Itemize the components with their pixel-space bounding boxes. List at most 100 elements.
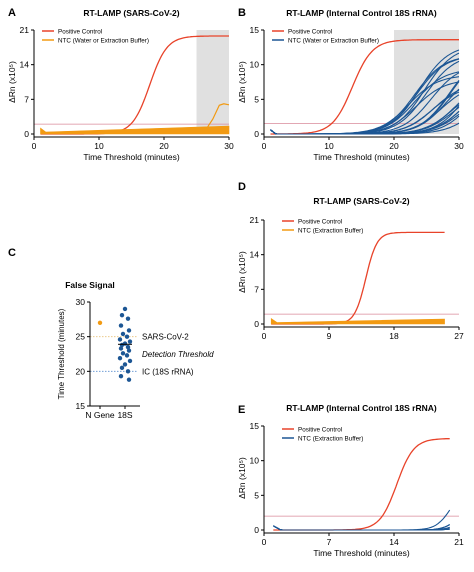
y-tick-label: 0 [254,319,259,329]
x-axis-label: Time Threshold (minutes) [313,548,410,558]
y-tick-label: 30 [76,297,86,307]
x-tick-label: 10 [324,141,334,151]
x-tick-label: 30 [454,141,464,151]
data-point-n-gene [97,320,103,325]
y-tick-label: 14 [20,60,30,70]
data-point-18s [126,328,132,333]
y-tick-label: 21 [20,25,30,35]
panel-letter-b: B [238,7,246,19]
legend-label: NTC (Water or Extraction Buffer) [288,38,379,45]
panel-letter-d: D [238,181,246,193]
series-line-ntc [273,509,451,531]
y-tick-label: 5 [254,94,259,104]
panel-c-chart: False Signal SARS-CoV-2 IC (18S rRNA) Detec… [57,280,214,420]
y-tick-label: 10 [250,60,260,70]
x-axis-label: Time Threshold (minutes) [83,152,180,162]
y-axis-label: Time Threshold (minutes) [57,308,66,399]
y-tick-label: 20 [76,366,86,376]
x-tick-label: 20 [389,141,399,151]
data-point-18s [118,346,124,351]
y-tick-label: 10 [250,456,260,466]
x-tick-label: 20 [159,141,169,151]
series-line-ntc-late [199,103,230,134]
series-line-positive-control [271,231,445,325]
y-axis-label: ΔRn (x10⁵) [237,61,247,103]
panel-letter-c: C [8,247,16,259]
x-tick-label: 27 [454,331,464,341]
x-tick-label: 10 [94,141,104,151]
chart-title: RT-LAMP (Internal Control 18S rRNA) [286,8,437,18]
y-tick-label: 15 [76,401,86,411]
x-tick-label: 0 [262,331,267,341]
series-line-positive-control [270,39,459,135]
data-point-18s [127,358,133,364]
x-tick-label: 0 [262,141,267,151]
data-point-18s [120,351,126,356]
threshold-label: IC (18S rRNA) [142,367,194,376]
series-line-ntc [270,106,460,135]
panel-d-chart: RT-LAMP (SARS-CoV-2) 0 7 14 21 0 9 18 27 ΔRn (x10… [237,196,464,341]
series-line-ntc [273,525,450,531]
x-tick-label: 9 [327,331,332,341]
chart-title: False Signal [65,280,115,290]
data-point-18s [122,362,128,367]
data-point-18s [119,312,125,318]
legend-label: Positive Control [58,29,102,36]
chart-title: RT-LAMP (SARS-CoV-2) [83,8,179,18]
x-tick-label: N Gene [85,410,115,420]
x-tick-label: 14 [389,537,399,547]
data-point-18s [117,337,123,342]
threshold-label: SARS-CoV-2 [142,333,189,342]
data-point-18s [122,306,128,312]
x-tick-label: 30 [224,141,234,151]
data-point-18s [124,334,130,339]
data-point-18s [124,353,130,358]
y-tick-label: 14 [250,250,260,260]
x-tick-label: 21 [454,537,464,547]
data-point-18s [120,331,126,337]
y-tick-label: 25 [76,332,86,342]
data-point-18s [126,377,132,382]
data-point-18s [118,323,124,328]
data-point-18s [118,373,124,379]
detection-threshold-annotation: Detection Threshold [142,350,214,359]
x-axis-label: Time Threshold (minutes) [313,152,410,162]
panel-letter-a: A [8,7,16,19]
panel-b-chart: RT-LAMP (Internal Control 18S rRNA) 0 5 10 1… [237,8,464,162]
series-band-ntc [40,125,230,135]
data-point-18s [125,344,131,350]
y-tick-label: 0 [254,129,259,139]
y-axis-label: ΔRn (x10⁵) [7,61,17,103]
legend-label: Positive Control [298,427,342,434]
y-tick-label: 0 [24,129,29,139]
legend-label: NTC (Extraction Buffer) [298,228,363,235]
y-tick-label: 7 [254,284,259,294]
y-tick-label: 7 [24,94,29,104]
data-point-18s [126,348,132,353]
x-tick-label: 0 [32,141,37,151]
y-tick-label: 5 [254,490,259,500]
y-axis-label: ΔRn (x10⁵) [237,457,247,499]
legend-label: NTC (Extraction Buffer) [298,436,363,443]
y-tick-label: 15 [250,25,260,35]
y-tick-label: 15 [250,421,260,431]
chart-title: RT-LAMP (SARS-CoV-2) [313,196,409,206]
x-tick-label: 0 [262,537,267,547]
data-point-18s [119,365,125,371]
chart-title: RT-LAMP (Internal Control 18S rRNA) [286,403,437,413]
legend-label: Positive Control [288,29,332,36]
x-tick-label: 7 [327,537,332,547]
panel-e-chart: RT-LAMP (Internal Control 18S rRNA) 0 5 10 1… [237,403,464,558]
data-point-18s [125,369,131,374]
panel-letter-e: E [238,404,245,416]
x-tick-label: 18 [389,331,399,341]
y-axis-label: ΔRn (x10⁵) [237,251,247,293]
legend-label: Positive Control [298,219,342,226]
data-point-18s [125,316,131,321]
panel-a-chart: RT-LAMP (SARS-CoV-2) 0 7 14 21 0 10 20 30 Time Th… [7,8,234,162]
shaded-region [196,30,229,134]
data-point-18s [127,339,133,344]
data-point-18s [117,355,123,361]
legend-label: NTC (Water or Extraction Buffer) [58,38,149,45]
